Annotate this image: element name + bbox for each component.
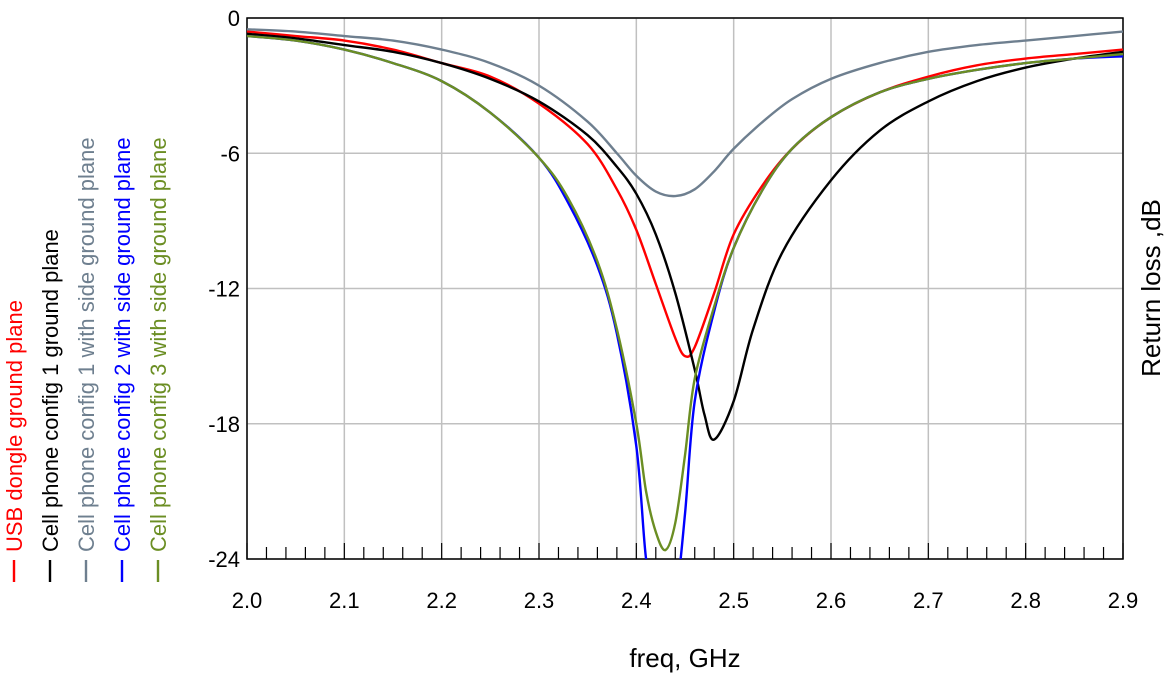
legend-label: Cell phone config 1 ground plane <box>38 229 63 552</box>
series-lines <box>247 28 1123 559</box>
y-tick-label: -24 <box>208 547 240 572</box>
x-tick-label: 2.5 <box>718 588 749 613</box>
series-line-5 <box>247 34 1123 552</box>
legend-item-5: Cell phone config 3 with side ground pla… <box>146 137 171 582</box>
y-tick-labels: 0 -6 -12 -18 -24 <box>208 6 240 572</box>
x-tick-label: 2.3 <box>524 588 555 613</box>
x-tick-label: 2.6 <box>816 588 847 613</box>
series-line-3 <box>247 28 1123 198</box>
y-tick-label: -6 <box>220 141 240 166</box>
legend-label: Cell phone config 1 with side ground pla… <box>74 137 99 552</box>
legend-item-1: USB dongle ground plane <box>2 300 27 582</box>
x-tick-label: 2.1 <box>329 588 360 613</box>
series-line-2 <box>247 32 1123 441</box>
x-tick-label: 2.2 <box>426 588 457 613</box>
legend-label: Cell phone config 3 with side ground pla… <box>146 137 171 552</box>
grid <box>246 17 1124 560</box>
x-axis-title: freq, GHz <box>629 643 740 673</box>
legend-item-4: Cell phone config 2 with side ground pla… <box>110 137 135 582</box>
y-tick-label: -18 <box>208 412 240 437</box>
legend: USB dongle ground plane Cell phone config… <box>2 137 171 582</box>
x-tick-label: 2.0 <box>232 588 263 613</box>
x-tick-labels: 2.0 2.1 2.2 2.3 2.4 2.5 2.6 2.7 2.8 2.9 <box>232 588 1139 613</box>
legend-label: Cell phone config 2 with side ground pla… <box>110 137 135 552</box>
y-tick-label: 0 <box>228 6 240 31</box>
x-tick-label: 2.9 <box>1108 588 1139 613</box>
y-tick-label: -12 <box>208 277 240 302</box>
y-axis-title: Return loss ,dB <box>1136 199 1166 377</box>
x-tick-label: 2.7 <box>913 588 944 613</box>
x-tick-label: 2.4 <box>621 588 652 613</box>
plot-frame <box>246 17 1124 560</box>
minor-ticks <box>246 543 1124 559</box>
legend-label: USB dongle ground plane <box>2 300 27 552</box>
legend-item-2: Cell phone config 1 ground plane <box>38 229 63 582</box>
legend-item-3: Cell phone config 1 with side ground pla… <box>74 137 99 582</box>
x-tick-label: 2.8 <box>1010 588 1041 613</box>
